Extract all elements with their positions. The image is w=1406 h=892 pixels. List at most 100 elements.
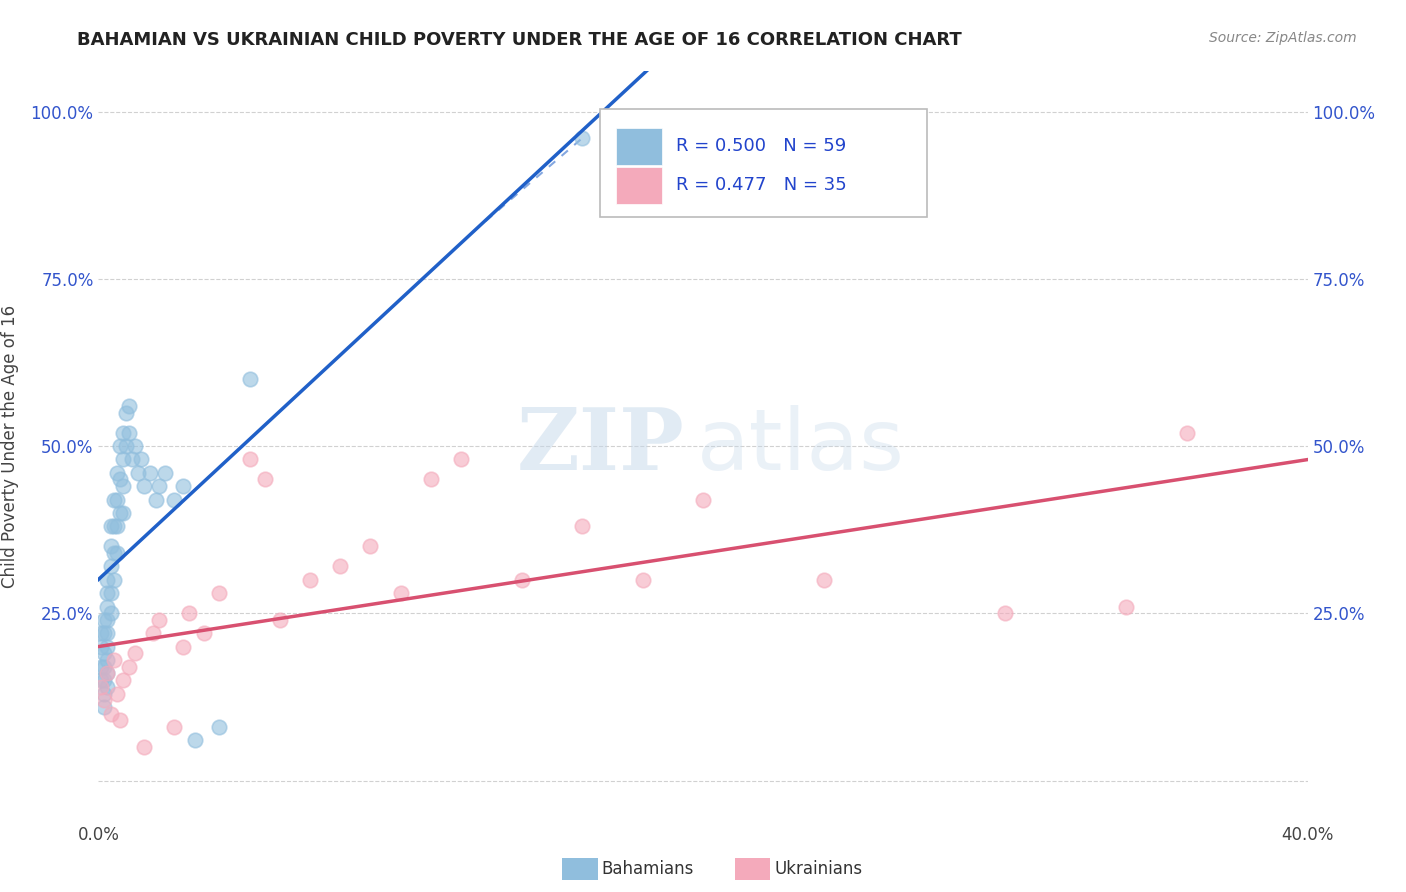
Point <box>132 479 155 493</box>
Point <box>114 406 136 420</box>
Point <box>108 714 131 728</box>
Point <box>93 660 115 674</box>
Point <box>100 586 122 600</box>
Point <box>93 626 115 640</box>
Point <box>153 466 176 480</box>
Point <box>571 131 593 145</box>
Point <box>179 607 201 621</box>
Point <box>103 573 125 587</box>
Point <box>172 640 194 654</box>
Point <box>96 626 118 640</box>
Point <box>100 519 122 533</box>
Point <box>96 653 118 667</box>
Point <box>90 673 112 688</box>
Point <box>111 673 134 688</box>
Point <box>114 439 136 453</box>
Point <box>105 546 128 560</box>
Point <box>93 693 115 707</box>
Point <box>96 666 118 681</box>
Point <box>510 573 533 587</box>
Point <box>90 660 112 674</box>
Point <box>96 640 118 654</box>
Point <box>118 399 141 413</box>
Point <box>121 452 143 467</box>
Point <box>124 646 146 660</box>
Text: Ukrainians: Ukrainians <box>775 860 863 878</box>
Point <box>163 492 186 507</box>
Point <box>100 559 122 574</box>
Point <box>172 479 194 493</box>
Point <box>124 439 146 453</box>
Point <box>631 573 654 587</box>
Point <box>329 559 352 574</box>
Point <box>108 506 131 520</box>
Text: BAHAMIAN VS UKRAINIAN CHILD POVERTY UNDER THE AGE OF 16 CORRELATION CHART: BAHAMIAN VS UKRAINIAN CHILD POVERTY UNDE… <box>77 31 962 49</box>
Point <box>239 452 262 467</box>
Point <box>100 539 122 553</box>
Point <box>129 452 152 467</box>
Point <box>269 613 291 627</box>
Point <box>103 653 125 667</box>
Point <box>90 680 112 694</box>
Point <box>139 466 162 480</box>
Point <box>96 613 118 627</box>
FancyBboxPatch shape <box>600 109 927 218</box>
Point <box>93 646 115 660</box>
Point <box>105 687 128 701</box>
Point <box>253 473 276 487</box>
Point <box>96 586 118 600</box>
Point <box>100 706 122 721</box>
Point <box>111 506 134 520</box>
Text: atlas: atlas <box>697 404 905 488</box>
Point <box>813 573 835 587</box>
Point <box>239 372 262 386</box>
Point <box>96 666 118 681</box>
Point <box>108 473 131 487</box>
FancyBboxPatch shape <box>616 128 662 165</box>
Point <box>111 479 134 493</box>
Point <box>132 740 155 755</box>
Point <box>90 640 112 654</box>
Point <box>105 466 128 480</box>
Point <box>111 425 134 440</box>
Point <box>127 466 149 480</box>
Point <box>93 687 115 701</box>
Point <box>118 425 141 440</box>
FancyBboxPatch shape <box>616 167 662 204</box>
Point <box>184 733 207 747</box>
Point <box>450 452 472 467</box>
Point <box>208 720 231 734</box>
Point <box>96 599 118 614</box>
Point <box>420 473 443 487</box>
Point <box>208 586 231 600</box>
Point <box>360 539 382 553</box>
Point <box>90 626 112 640</box>
Point <box>389 586 412 600</box>
Point <box>105 492 128 507</box>
Text: ZIP: ZIP <box>517 404 685 488</box>
Point <box>118 660 141 674</box>
Text: Bahamians: Bahamians <box>602 860 695 878</box>
Point <box>299 573 322 587</box>
Text: R = 0.500   N = 59: R = 0.500 N = 59 <box>676 137 846 155</box>
Text: Source: ZipAtlas.com: Source: ZipAtlas.com <box>1209 31 1357 45</box>
Point <box>692 492 714 507</box>
Point <box>145 492 167 507</box>
Text: R = 0.477   N = 35: R = 0.477 N = 35 <box>676 177 848 194</box>
Point <box>96 573 118 587</box>
Point <box>1115 599 1137 614</box>
Y-axis label: Child Poverty Under the Age of 16: Child Poverty Under the Age of 16 <box>1 304 20 588</box>
Point <box>103 492 125 507</box>
Point <box>96 680 118 694</box>
Point <box>111 452 134 467</box>
Point <box>163 720 186 734</box>
Point <box>93 673 115 688</box>
Point <box>193 626 215 640</box>
Point <box>93 613 115 627</box>
Point <box>93 699 115 714</box>
Point <box>142 626 165 640</box>
Point <box>108 439 131 453</box>
Point <box>100 607 122 621</box>
Point <box>148 479 170 493</box>
Point <box>103 519 125 533</box>
